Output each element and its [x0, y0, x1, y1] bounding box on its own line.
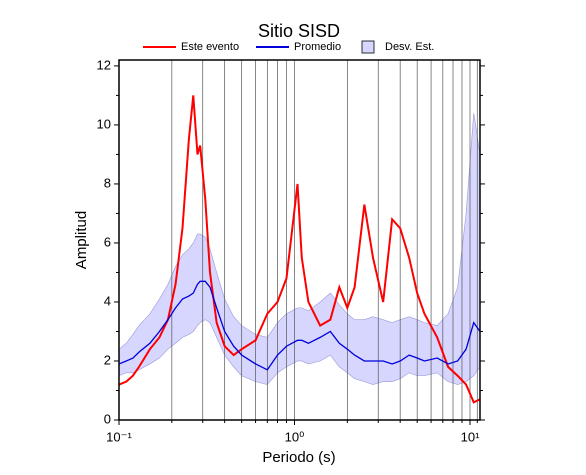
- x-axis-label: Periodo (s): [262, 449, 335, 466]
- std-band: [118, 113, 481, 385]
- x-tick-label: 10¹: [461, 429, 480, 444]
- legend-label: Promedio: [294, 41, 341, 53]
- legend-swatch: [361, 40, 375, 54]
- x-tick-label: 10⁰: [285, 429, 305, 444]
- y-tick-label: 10: [97, 116, 111, 131]
- series-line: [118, 95, 481, 404]
- plot-frame: [118, 59, 481, 421]
- series-line: [118, 280, 481, 371]
- legend-label: Desv. Est.: [385, 41, 434, 53]
- y-tick-label: 4: [104, 293, 111, 308]
- y-tick-label: 6: [104, 234, 111, 249]
- x-tick-label: 10⁻¹: [106, 429, 132, 444]
- y-tick-label: 2: [104, 352, 111, 367]
- chart-title: Sitio SISD: [258, 21, 340, 41]
- y-axis-label: Amplitud: [73, 211, 90, 269]
- y-tick-label: 0: [104, 411, 111, 426]
- y-tick-label: 8: [104, 175, 111, 190]
- y-tick-label: 12: [97, 57, 111, 72]
- legend-label: Este evento: [181, 41, 239, 53]
